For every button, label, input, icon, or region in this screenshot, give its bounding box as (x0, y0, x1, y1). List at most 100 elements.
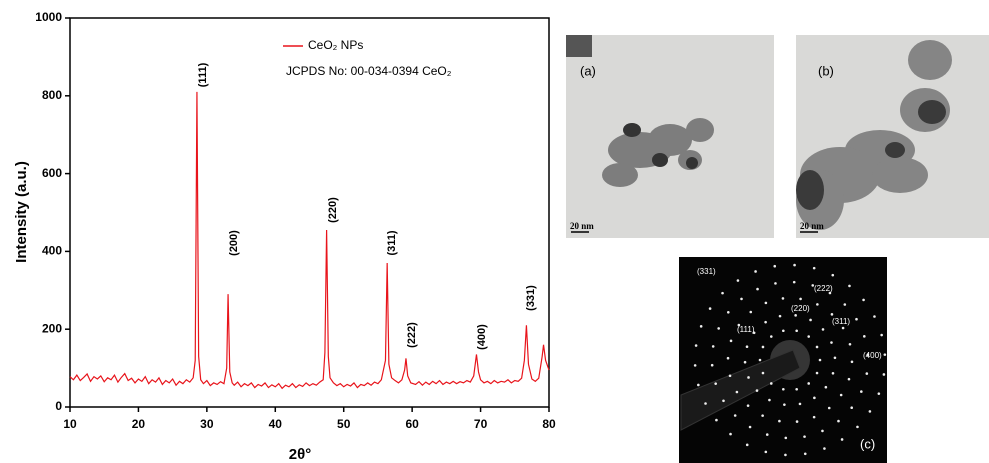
diffraction-spot (821, 429, 824, 433)
diffraction-spot (793, 263, 796, 267)
diffraction-spot (764, 320, 767, 324)
diffraction-spot (746, 404, 750, 407)
diffraction-spot (803, 435, 806, 438)
diffraction-spot (769, 335, 773, 338)
diffraction-spot (714, 382, 717, 385)
x-tick-label: 40 (269, 417, 283, 431)
y-tick-label: 200 (42, 321, 62, 335)
peak-label: (331) (525, 285, 537, 311)
diffraction-spot (807, 382, 811, 385)
diffraction-spot (774, 282, 777, 285)
diffraction-spot (761, 371, 765, 375)
annotation: JCPDS No: 00-034-0394 CeO₂ (286, 64, 452, 78)
diffraction-spot (782, 387, 785, 391)
diffraction-spot (747, 376, 750, 379)
diffraction-spot (737, 323, 741, 327)
diffraction-spot (740, 297, 743, 301)
diffraction-spot (758, 358, 762, 362)
diffraction-spot (848, 284, 851, 288)
y-tick-label: 800 (42, 88, 62, 102)
diffraction-spot (784, 436, 788, 440)
image-label: (c) (860, 436, 875, 451)
diffraction-spot (837, 419, 840, 423)
diffraction-spot (812, 266, 816, 270)
diffraction-spot (823, 447, 826, 450)
saed-label: (400) (863, 351, 882, 360)
diffraction-spot (856, 425, 859, 429)
legend-label: CeO₂ NPs (308, 38, 363, 52)
diffraction-spot (761, 345, 765, 349)
diffraction-spot (880, 333, 883, 337)
diffraction-spot (769, 382, 773, 385)
diffraction-spot (735, 390, 739, 394)
diffraction-spot (752, 331, 756, 335)
y-tick-label: 600 (42, 166, 62, 180)
tem-image-a (566, 35, 774, 238)
diffraction-spot (717, 327, 720, 330)
diffraction-spot (761, 414, 764, 417)
diffraction-spot (824, 385, 828, 389)
x-tick-label: 60 (405, 417, 419, 431)
diffraction-spot (784, 453, 787, 457)
saed-label: (311) (832, 317, 850, 326)
diffraction-spot (830, 313, 834, 316)
x-tick-label: 20 (132, 417, 146, 431)
diffraction-spot (749, 310, 753, 314)
diffraction-spot (815, 345, 819, 349)
diffraction-spot (710, 363, 714, 367)
diffraction-spot (812, 415, 816, 419)
diffraction-spot (883, 353, 887, 356)
diffraction-spot (745, 345, 749, 349)
diffraction-spot (865, 372, 869, 375)
diffraction-spot (813, 396, 816, 400)
diffraction-spot (782, 329, 785, 333)
peak-label: (111) (197, 62, 209, 87)
image-label: (a) (580, 63, 596, 78)
diffraction-spot (764, 301, 768, 305)
diffraction-spot (831, 273, 835, 277)
x-tick-label: 70 (474, 417, 488, 431)
diffraction-spot (809, 318, 812, 322)
y-axis-label: Intensity (a.u.) (13, 161, 30, 263)
diffraction-spot (803, 452, 807, 456)
diffraction-spot (704, 402, 707, 405)
diffraction-spot (728, 374, 732, 378)
diffraction-spot (743, 360, 747, 364)
diffraction-spot (778, 419, 781, 423)
peak-label: (200) (228, 230, 240, 256)
diffraction-spot (863, 335, 866, 338)
diffraction-spot (792, 280, 796, 284)
diffraction-spot (733, 414, 737, 417)
diffraction-spot (833, 356, 837, 360)
diffraction-spot (722, 399, 725, 403)
x-tick-label: 10 (63, 417, 77, 431)
scale-bar-label: 20 nm (570, 221, 594, 231)
diffraction-spot (773, 264, 777, 268)
diffraction-spot (821, 328, 825, 331)
diffraction-spot (699, 325, 703, 328)
diffraction-spot (768, 398, 771, 402)
diffraction-spot (818, 358, 822, 362)
diffraction-spot (729, 339, 733, 343)
diffraction-spot (795, 420, 799, 423)
diffraction-spot (860, 390, 863, 393)
diffraction-spot (748, 425, 752, 429)
diffraction-spot (850, 406, 853, 410)
diffraction-spot (721, 291, 724, 295)
diffraction-spot (745, 443, 749, 447)
diffraction-spot (694, 344, 698, 347)
diffraction-spot (862, 298, 865, 302)
diffraction-spot (693, 364, 697, 367)
diffraction-spot (882, 373, 886, 376)
y-tick-label: 0 (55, 399, 62, 413)
diffraction-spot (711, 345, 715, 348)
x-tick-label: 30 (200, 417, 214, 431)
diffraction-spot (795, 329, 798, 333)
diffraction-spot (868, 410, 872, 413)
diffraction-spot (827, 406, 831, 410)
diffraction-spot (839, 393, 843, 397)
diffraction-spot (765, 433, 769, 436)
plot-frame (69, 17, 550, 408)
diffraction-spot (795, 387, 798, 391)
scale-bar-label: 20 nm (800, 221, 824, 231)
